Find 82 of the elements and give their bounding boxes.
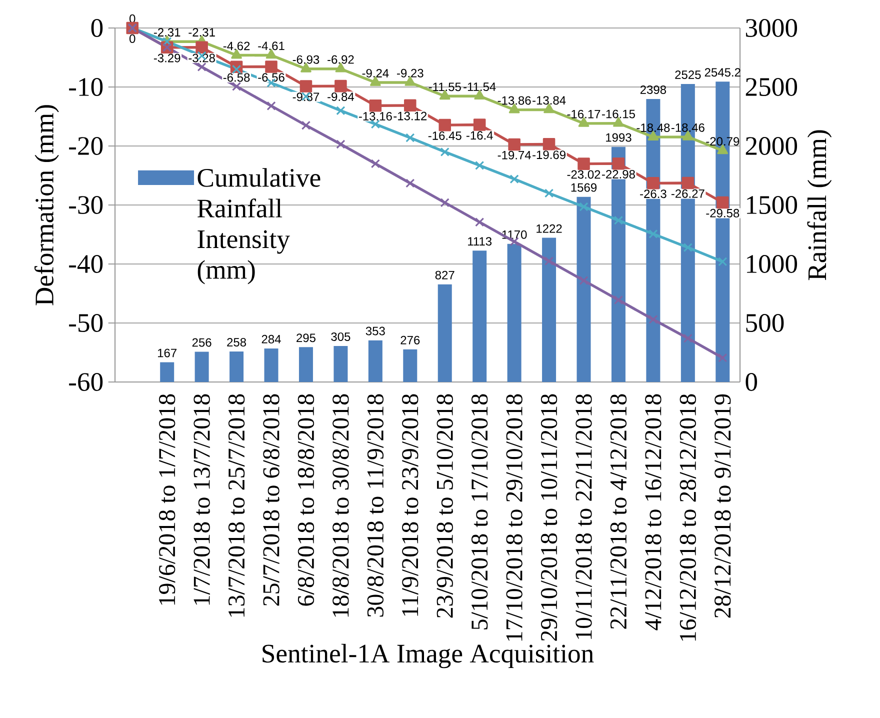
data-label: -29.58 bbox=[706, 208, 740, 218]
data-label: -16.4 bbox=[466, 131, 493, 140]
data-label: -2.31 bbox=[188, 28, 215, 37]
y-tick-label: -10 bbox=[69, 78, 103, 96]
data-label: 1222 bbox=[536, 224, 562, 233]
data-label: -13.16 bbox=[358, 112, 392, 121]
y2-tick-label: 0 bbox=[746, 373, 758, 391]
data-label: 258 bbox=[227, 338, 246, 346]
data-label: -6.92 bbox=[328, 55, 354, 64]
x-tick-label: 11/9/2018 to 23/9/2018 bbox=[402, 394, 418, 616]
data-label: -16.17 bbox=[567, 110, 600, 118]
x-tick-label: 30/8/2018 to 11/9/2018 bbox=[367, 394, 384, 617]
x-axis-title: Sentinel-1A Image Acquisition bbox=[262, 644, 594, 668]
x-tick-label: 4/12/2018 to 16/12/2018 bbox=[645, 394, 662, 630]
data-label: 295 bbox=[296, 334, 316, 342]
data-label: -11.55 bbox=[428, 82, 461, 92]
y-tick-label: -40 bbox=[69, 255, 103, 273]
x-tick-label: 18/8/2018 to 30/8/2018 bbox=[332, 394, 349, 617]
x-tick-label: 13/7/2018 to 25/7/2018 bbox=[228, 394, 245, 617]
data-label: -13.86 bbox=[498, 96, 531, 105]
x-tick-label: 17/10/2018 to 29/10/2018 bbox=[506, 394, 522, 641]
data-label: 256 bbox=[192, 338, 212, 347]
data-label: -13.12 bbox=[394, 112, 427, 120]
data-label: 2398 bbox=[640, 85, 666, 94]
data-label: 0 bbox=[129, 34, 136, 43]
data-label: -2.31 bbox=[154, 28, 180, 37]
data-label: 167 bbox=[158, 348, 176, 358]
x-tick-label: 25/7/2018 to 6/8/2018 bbox=[263, 394, 280, 606]
x-tick-label: 22/11/2018 to 4/12/2018 bbox=[610, 394, 627, 629]
data-label: -16.45 bbox=[428, 131, 462, 140]
data-label: 1113 bbox=[468, 237, 492, 246]
data-label: -26.3 bbox=[640, 190, 666, 198]
x-tick-label: 29/10/2018 to 10/11/2018 bbox=[540, 394, 558, 641]
y2-tick-label: 1500 bbox=[747, 196, 798, 214]
data-label: -9.24 bbox=[362, 68, 389, 78]
y2-tick-label: 2000 bbox=[746, 137, 798, 155]
data-label: 1993 bbox=[606, 133, 632, 142]
data-label: 353 bbox=[366, 326, 385, 336]
data-label: -9.84 bbox=[328, 92, 354, 101]
x-tick-label: 19/6/2018 to 1/7/2018 bbox=[158, 394, 176, 605]
data-label: -6.56 bbox=[258, 73, 284, 82]
data-label: 2545.2 bbox=[704, 68, 740, 77]
data-label: 276 bbox=[400, 336, 420, 344]
x-tick-label: 28/12/2018 to 9/1/2019 bbox=[714, 394, 731, 618]
y2-axis-title: Rainfall (mm) bbox=[807, 130, 832, 280]
y-tick-label: -60 bbox=[69, 373, 103, 391]
x-tick-label: 10/11/2018 to 22/11/2018 bbox=[576, 394, 592, 639]
y-axis-title: Deformation (mm) bbox=[34, 105, 59, 306]
data-label: -23.02 bbox=[567, 170, 600, 179]
data-label: -19.69 bbox=[532, 150, 566, 160]
y2-tick-label: 500 bbox=[746, 314, 784, 332]
data-label: 284 bbox=[262, 334, 281, 344]
data-label: -26.27 bbox=[671, 189, 704, 198]
y-tick-label: -30 bbox=[69, 196, 103, 214]
data-label: -6.58 bbox=[223, 73, 250, 82]
y2-tick-label: 1000 bbox=[747, 255, 798, 273]
data-label: 1569 bbox=[571, 183, 597, 192]
data-label: -22.98 bbox=[602, 170, 635, 178]
x-tick-label: 16/12/2018 to 28/12/2018 bbox=[680, 394, 696, 641]
data-label: 2525 bbox=[675, 70, 701, 79]
x-tick-label: 5/10/2018 to 17/10/2018 bbox=[471, 394, 488, 630]
data-label: -6.93 bbox=[292, 55, 320, 64]
y-tick-label: 0 bbox=[91, 19, 103, 37]
data-label: -16.15 bbox=[602, 110, 635, 118]
y2-tick-label: 3000 bbox=[746, 19, 798, 37]
data-label: -4.62 bbox=[223, 42, 250, 50]
data-label: 305 bbox=[331, 332, 350, 341]
data-label: -11.54 bbox=[464, 82, 496, 92]
legend-label: Cumulative Rainfall Intensity (mm) bbox=[197, 168, 320, 284]
data-label: -3.29 bbox=[154, 54, 180, 62]
x-tick-label: 6/8/2018 to 18/8/2018 bbox=[298, 394, 314, 606]
data-label: -4.61 bbox=[258, 42, 284, 50]
data-label: -9.23 bbox=[397, 68, 424, 78]
x-tick-label: 1/7/2018 to 13/7/2018 bbox=[194, 394, 210, 605]
data-label: -13.84 bbox=[532, 96, 566, 105]
data-label: -19.74 bbox=[498, 150, 531, 160]
data-label: 827 bbox=[435, 270, 454, 280]
y-tick-label: -20 bbox=[69, 137, 103, 155]
x-tick-label: 23/9/2018 to 5/10/2018 bbox=[436, 394, 453, 618]
data-label: -3.28 bbox=[188, 54, 215, 62]
y2-tick-label: 2500 bbox=[746, 78, 798, 96]
y-tick-label: -50 bbox=[69, 314, 103, 332]
